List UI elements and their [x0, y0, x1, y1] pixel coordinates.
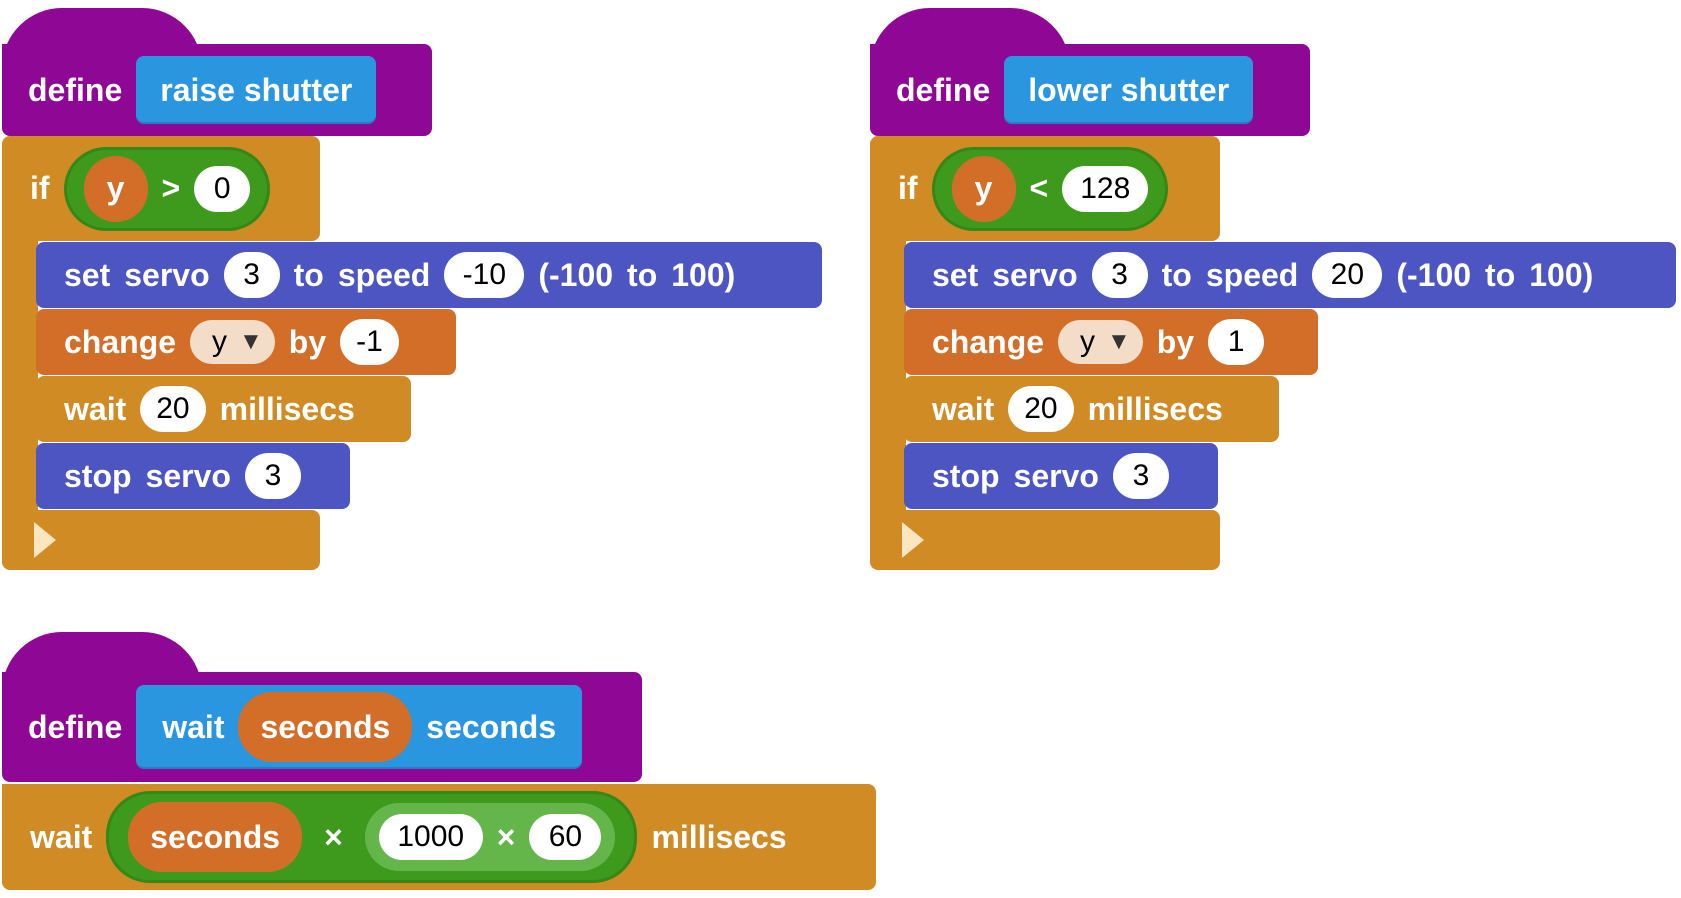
if-block[interactable]: if y < 128	[870, 136, 1220, 241]
block-word: wait	[64, 390, 127, 427]
block-word: millisecs	[219, 390, 355, 427]
dropdown-value: y	[1080, 325, 1096, 358]
wait-millisecs-block[interactable]: wait 20 millisecs	[36, 376, 411, 442]
define-block[interactable]: define wait seconds seconds	[2, 672, 642, 782]
wait-millisecs-block[interactable]: wait 20 millisecs	[904, 376, 1279, 442]
procedure-prototype[interactable]: wait seconds seconds	[136, 685, 583, 769]
condition-less-than[interactable]: y < 128	[931, 146, 1169, 231]
block-word: 100)	[671, 256, 736, 293]
block-word: speed	[337, 256, 431, 293]
if-arm	[870, 240, 906, 515]
if-label: if	[30, 170, 50, 206]
play-arrow-icon	[34, 522, 56, 558]
proto-word: wait	[162, 708, 225, 745]
procedure-prototype[interactable]: raise shutter	[136, 56, 377, 124]
block-word: 100)	[1529, 256, 1594, 293]
define-block[interactable]: define raise shutter	[2, 44, 432, 136]
stop-servo-block[interactable]: stop servo 3	[904, 443, 1218, 509]
block-word: servo	[992, 256, 1078, 293]
dropdown-value: y	[212, 325, 228, 358]
change-amount-input[interactable]: -1	[340, 319, 399, 365]
change-variable-block[interactable]: change y ▼ by -1	[36, 309, 456, 375]
block-word: by	[1156, 323, 1195, 360]
define-label: define	[896, 71, 991, 108]
compare-value-input[interactable]: 128	[1062, 165, 1149, 212]
block-word: to	[627, 256, 658, 293]
variable-seconds[interactable]: seconds	[128, 802, 303, 872]
block-word: change	[932, 323, 1045, 360]
if-label: if	[898, 170, 918, 206]
block-word: speed	[1205, 256, 1299, 293]
servo-number-input[interactable]: 3	[223, 252, 280, 298]
servo-number-input[interactable]: 3	[1112, 453, 1169, 499]
block-word: stop	[932, 457, 1000, 494]
wait-ms-input[interactable]: 20	[1008, 386, 1074, 432]
speed-input[interactable]: -10	[444, 252, 525, 298]
block-word: (-100	[538, 256, 614, 293]
block-word: set	[64, 256, 111, 293]
multiply-operator[interactable]: seconds × 1000 × 60	[106, 791, 638, 883]
number-input[interactable]: 1000	[378, 814, 483, 860]
block-word: wait	[932, 390, 995, 427]
variable-dropdown[interactable]: y ▼	[190, 320, 275, 364]
multiply-symbol: ×	[496, 818, 516, 855]
wait-ms-input[interactable]: 20	[140, 386, 206, 432]
block-word: servo	[145, 457, 231, 494]
proto-word: seconds	[426, 708, 557, 745]
wait-millisecs-block[interactable]: wait seconds × 1000 × 60 millisecs	[2, 784, 876, 890]
block-word: change	[64, 323, 177, 360]
variable-dropdown[interactable]: y ▼	[1058, 320, 1143, 364]
operator-symbol: <	[1029, 170, 1049, 206]
define-label: define	[28, 708, 123, 745]
servo-number-input[interactable]: 3	[1091, 252, 1148, 298]
define-block[interactable]: define lower shutter	[870, 44, 1310, 136]
if-block[interactable]: if y > 0	[2, 136, 320, 241]
if-arm	[2, 240, 38, 515]
set-servo-speed-block[interactable]: set servo 3 to speed 20 (-100 to 100)	[904, 242, 1676, 308]
proto-text: lower shutter	[1028, 71, 1230, 108]
dropdown-arrow-icon: ▼	[239, 328, 263, 355]
procedure-prototype[interactable]: lower shutter	[1004, 56, 1254, 124]
proto-text: raise shutter	[160, 71, 353, 108]
if-block-bottom	[2, 510, 320, 570]
speed-input[interactable]: 20	[1312, 252, 1383, 298]
block-word: to	[293, 256, 324, 293]
dropdown-arrow-icon: ▼	[1107, 328, 1131, 355]
block-word: wait	[30, 818, 93, 855]
stop-servo-block[interactable]: stop servo 3	[36, 443, 350, 509]
if-block-bottom	[870, 510, 1220, 570]
number-input[interactable]: 60	[529, 814, 602, 860]
condition-greater-than[interactable]: y > 0	[63, 146, 271, 231]
block-word: millisecs	[1087, 390, 1223, 427]
play-arrow-icon	[902, 522, 924, 558]
multiply-symbol: ×	[324, 818, 343, 855]
change-amount-input[interactable]: 1	[1208, 319, 1265, 365]
variable-y[interactable]: y	[951, 155, 1016, 222]
operator-symbol: >	[161, 170, 181, 206]
block-word: servo	[1013, 457, 1099, 494]
set-servo-speed-block[interactable]: set servo 3 to speed -10 (-100 to 100)	[36, 242, 822, 308]
change-variable-block[interactable]: change y ▼ by 1	[904, 309, 1318, 375]
multiply-operator-inner[interactable]: 1000 × 60	[364, 803, 616, 871]
block-word: to	[1485, 256, 1516, 293]
block-word: set	[932, 256, 979, 293]
block-word: to	[1161, 256, 1192, 293]
proto-argument-seconds[interactable]: seconds	[238, 692, 413, 762]
define-label: define	[28, 71, 123, 108]
block-word: millisecs	[651, 818, 787, 855]
block-word: servo	[124, 256, 210, 293]
block-word: by	[288, 323, 327, 360]
servo-number-input[interactable]: 3	[244, 453, 301, 499]
compare-value-input[interactable]: 0	[194, 165, 251, 212]
block-word: stop	[64, 457, 132, 494]
block-word: (-100	[1396, 256, 1472, 293]
variable-y[interactable]: y	[83, 155, 148, 222]
